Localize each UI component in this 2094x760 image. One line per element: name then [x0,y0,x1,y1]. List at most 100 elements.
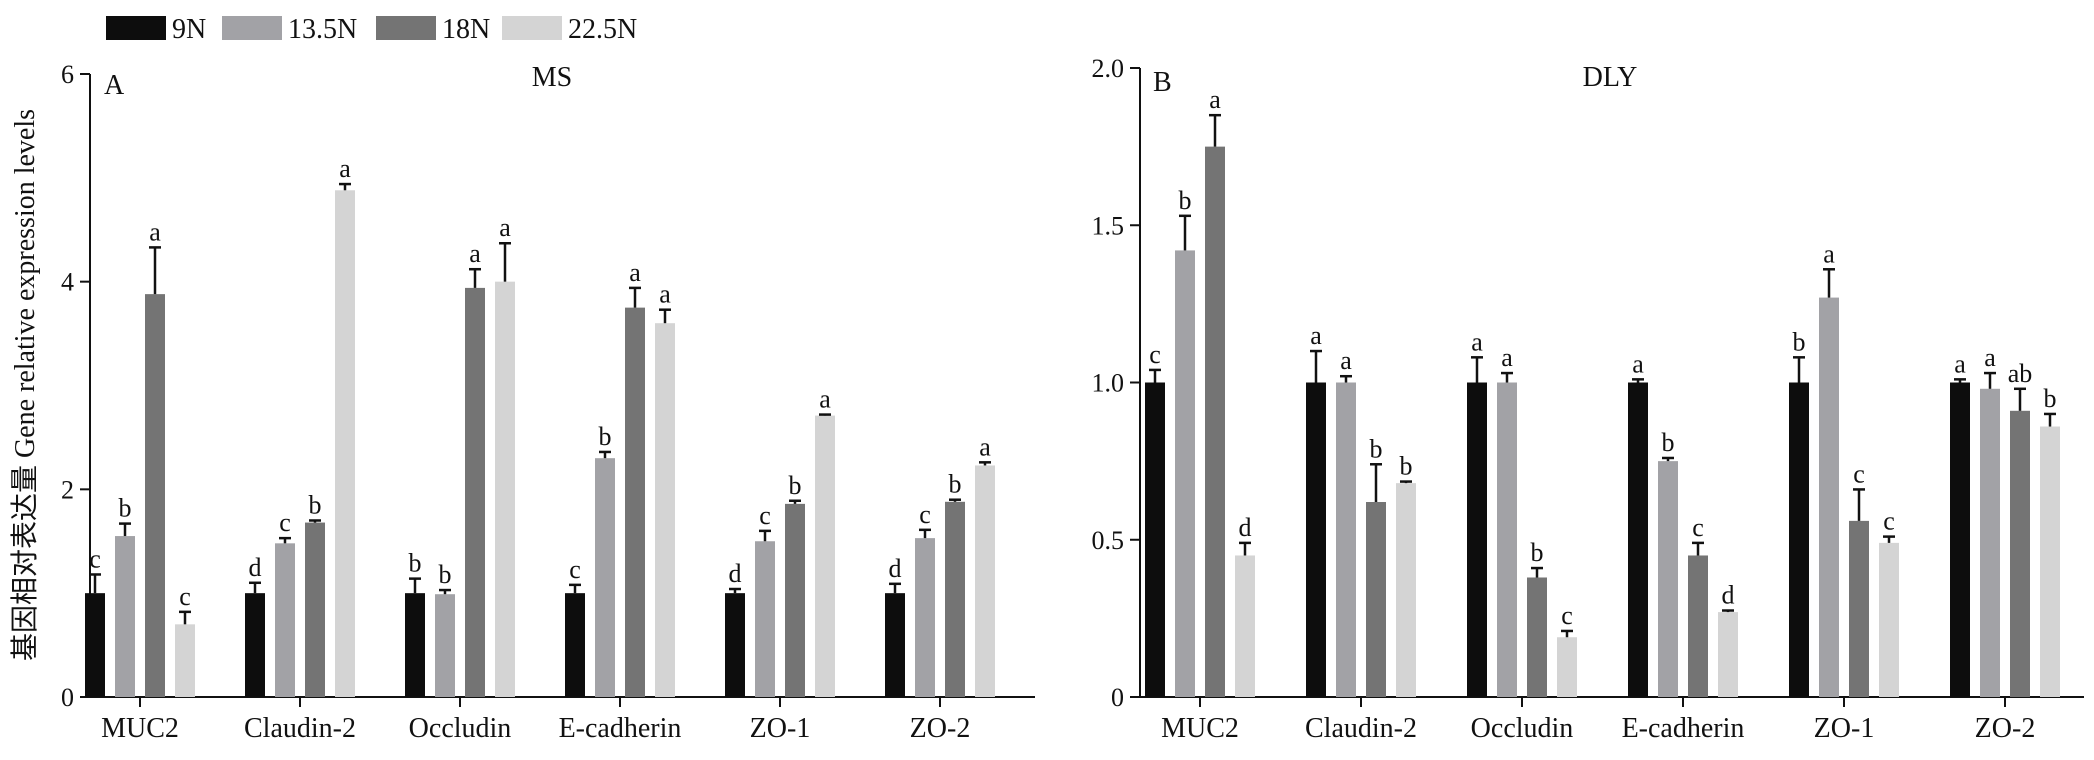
x-category-label: Occludin [409,713,512,744]
x-category-label: ZO-1 [1814,713,1875,744]
significance-label: b [439,560,452,589]
significance-label: d [1722,581,1735,610]
bar [2010,410,2030,697]
bar [625,307,645,697]
significance-label: a [1340,346,1352,375]
significance-label: a [1823,239,1835,268]
significance-label: a [979,432,991,461]
significance-label: a [629,258,641,287]
bar [915,538,935,697]
y-tick-label: 2 [61,475,74,504]
significance-label: a [1632,349,1644,378]
bar [245,593,265,697]
bar [2040,426,2060,697]
significance-label: b [789,471,802,500]
y-tick-label: 0 [61,683,74,712]
bar [1980,388,2000,697]
bar [1175,250,1195,697]
bar [1819,297,1839,697]
y-tick-label: 2.0 [1092,54,1125,83]
legend-label-13-5n: 13.5N [288,14,357,45]
bar [1849,520,1869,697]
y-tick-label: 1.5 [1092,211,1125,240]
x-category-label: E-cadherin [559,713,682,744]
bar [115,536,135,697]
x-category-label: E-cadherin [1622,713,1745,744]
significance-label: b [119,494,132,523]
legend-swatch-18n [376,16,436,40]
bar [755,541,775,697]
panel-a-letter: A [104,70,125,101]
bar [1718,612,1738,697]
bar [1557,637,1577,697]
bar [1789,382,1809,697]
significance-label: b [1793,327,1806,356]
significance-label: a [819,385,831,414]
bar [1628,382,1648,697]
significance-label: d [249,553,262,582]
bar [145,294,165,697]
bar [725,593,745,697]
significance-label: c [279,508,291,537]
bar [1658,461,1678,697]
significance-label: a [339,154,351,183]
bar [1497,382,1517,697]
bar [1336,382,1356,697]
significance-label: c [1853,459,1865,488]
y-tick-label: 1.0 [1092,369,1125,398]
significance-label: c [89,544,101,573]
bar [305,522,325,697]
bar [495,281,515,697]
bar [815,415,835,697]
x-category-label: MUC2 [101,713,179,744]
bar [1235,555,1255,697]
bar [1527,577,1547,697]
significance-label: a [1209,85,1221,114]
significance-label: b [599,422,612,451]
significance-label: a [659,280,671,309]
x-category-label: MUC2 [1161,713,1239,744]
y-axis-label: 基因相对表达量 Gene relative expression levels [9,109,41,661]
x-category-label: ZO-2 [1975,713,2036,744]
x-category-label: Claudin-2 [244,713,356,744]
bar [885,593,905,697]
significance-label: c [1883,507,1895,536]
bar [275,543,295,697]
significance-label: b [309,490,322,519]
significance-label: a [1471,327,1483,356]
significance-label: a [149,217,161,246]
significance-label: b [1370,434,1383,463]
bar [405,593,425,697]
bar [1467,382,1487,697]
significance-label: d [729,559,742,588]
bar [335,190,355,697]
x-category-label: Occludin [1471,713,1574,744]
bar [945,501,965,697]
legend-swatch-22-5n [502,16,562,40]
legend-label-22-5n: 22.5N [568,14,637,45]
significance-label: d [889,554,902,583]
significance-label: b [2044,384,2057,413]
x-category-label: ZO-1 [750,713,811,744]
significance-label: b [1179,186,1192,215]
bar [975,465,995,697]
significance-label: c [569,555,581,584]
significance-label: b [1400,452,1413,481]
bar [1205,146,1225,697]
significance-label: ab [2008,359,2033,388]
significance-label: b [949,470,962,499]
x-category-label: ZO-2 [910,713,971,744]
significance-label: d [1239,513,1252,542]
bar [595,458,615,697]
panel-b-title: DLY [1583,62,1638,93]
significance-label: a [469,239,481,268]
significance-label: a [1310,321,1322,350]
bar [85,593,105,697]
significance-label: c [759,501,771,530]
bar [465,287,485,697]
bar [565,593,585,697]
panel-a-title: MS [532,62,572,93]
legend-swatch-9n [106,16,166,40]
